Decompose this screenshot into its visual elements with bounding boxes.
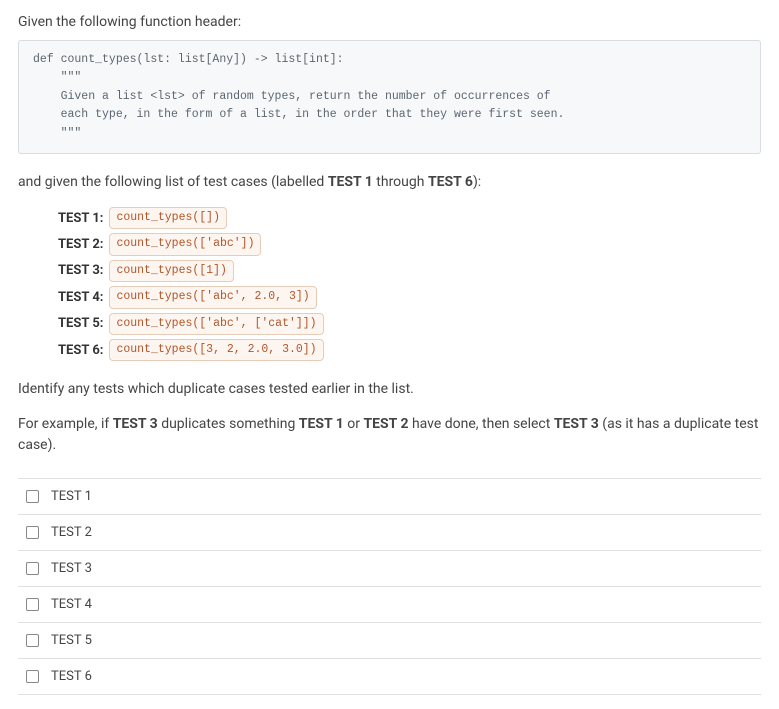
test-row: TEST 3: count_types([1]) — [58, 260, 761, 282]
test-code: count_types(['abc']) — [109, 233, 261, 255]
test-code: count_types(['abc', 2.0, 3]) — [109, 286, 316, 308]
test-code: count_types(['abc', ['cat']]) — [109, 313, 323, 335]
test-label: TEST 4: — [58, 290, 103, 305]
intro-text: Given the following function header: — [18, 14, 761, 30]
test-row: TEST 4: count_types(['abc', 2.0, 3]) — [58, 286, 761, 308]
tests-list: TEST 1: count_types([]) TEST 2: count_ty… — [58, 207, 761, 361]
bold-test1: TEST 1 — [328, 174, 373, 190]
test-label: TEST 2: — [58, 237, 103, 252]
text: have done, then select — [408, 416, 553, 432]
option-row-test5[interactable]: TEST 5 — [18, 623, 761, 659]
bold: TEST 2 — [363, 416, 408, 432]
text: and given the following list of test cas… — [18, 174, 328, 190]
test-row: TEST 6: count_types([3, 2, 2.0, 3.0]) — [58, 339, 761, 361]
checkbox-icon[interactable] — [26, 670, 39, 683]
test-label: TEST 6: — [58, 343, 103, 358]
testcase-intro: and given the following list of test cas… — [18, 172, 761, 193]
text: duplicates something — [158, 416, 299, 432]
text: ): — [473, 174, 481, 190]
text: through — [373, 174, 428, 190]
option-label: TEST 4 — [51, 597, 92, 612]
option-label: TEST 1 — [51, 489, 92, 504]
test-row: TEST 2: count_types(['abc']) — [58, 233, 761, 255]
checkbox-icon[interactable] — [26, 598, 39, 611]
option-row-test1[interactable]: TEST 1 — [18, 479, 761, 515]
function-header-codeblock: def count_types(lst: list[Any]) -> list[… — [18, 40, 761, 154]
option-label: TEST 6 — [51, 669, 92, 684]
bold-test6: TEST 6 — [428, 174, 473, 190]
option-label: TEST 3 — [51, 561, 92, 576]
checkbox-icon[interactable] — [26, 634, 39, 647]
test-code: count_types([]) — [109, 207, 227, 229]
test-row: TEST 5: count_types(['abc', ['cat']]) — [58, 313, 761, 335]
options-list: TEST 1 TEST 2 TEST 3 TEST 4 TEST 5 TEST … — [18, 478, 761, 695]
test-row: TEST 1: count_types([]) — [58, 207, 761, 229]
option-row-test2[interactable]: TEST 2 — [18, 515, 761, 551]
test-code: count_types([1]) — [109, 260, 233, 282]
example-text: For example, if TEST 3 duplicates someth… — [18, 414, 761, 456]
option-row-test4[interactable]: TEST 4 — [18, 587, 761, 623]
bold: TEST 3 — [554, 416, 599, 432]
instruction-text: Identify any tests which duplicate cases… — [18, 379, 761, 400]
checkbox-icon[interactable] — [26, 526, 39, 539]
option-row-test3[interactable]: TEST 3 — [18, 551, 761, 587]
text: For example, if — [18, 416, 113, 432]
option-row-test6[interactable]: TEST 6 — [18, 659, 761, 695]
bold: TEST 1 — [299, 416, 344, 432]
bold: TEST 3 — [113, 416, 158, 432]
test-label: TEST 3: — [58, 263, 103, 278]
checkbox-icon[interactable] — [26, 562, 39, 575]
text: or — [344, 416, 364, 432]
test-label: TEST 1: — [58, 211, 103, 226]
test-label: TEST 5: — [58, 316, 103, 331]
option-label: TEST 2 — [51, 525, 92, 540]
checkbox-icon[interactable] — [26, 490, 39, 503]
option-label: TEST 5 — [51, 633, 92, 648]
test-code: count_types([3, 2, 2.0, 3.0]) — [109, 339, 323, 361]
